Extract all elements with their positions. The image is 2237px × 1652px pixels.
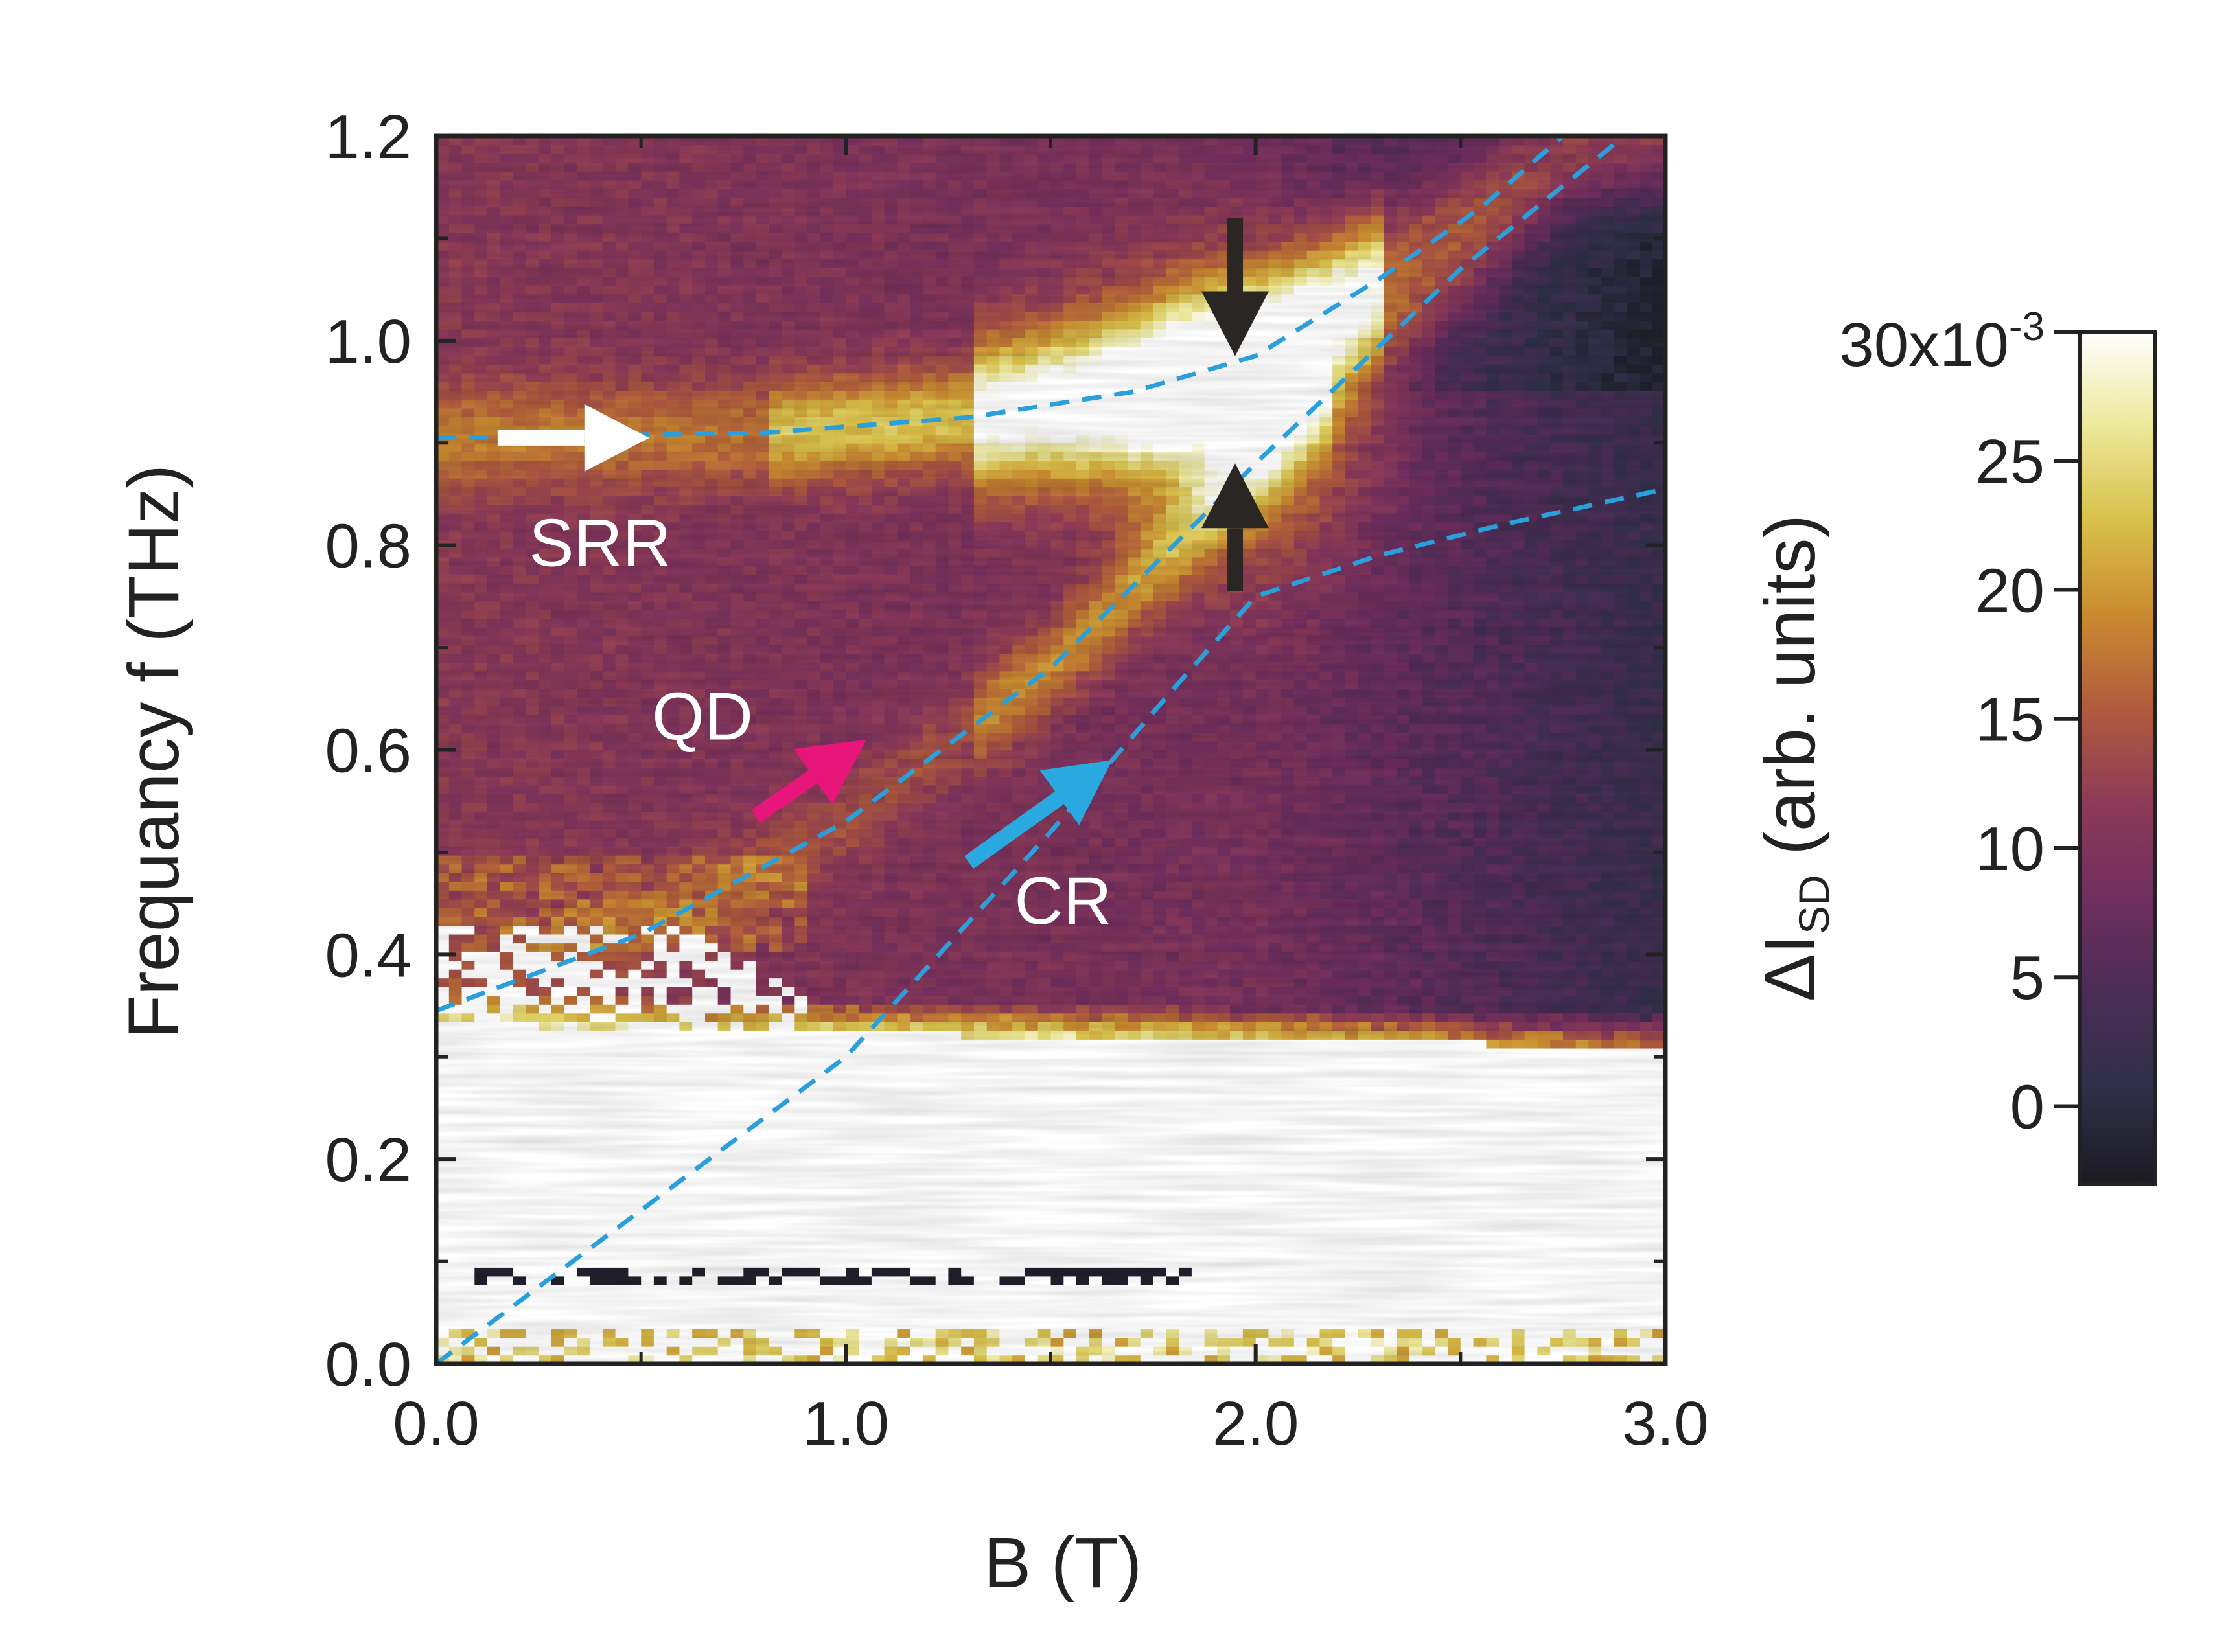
figure: SRRQDCR 0.0 1.0 2.0 3.0 0.00.20.40.60.81.01… — [114, 102, 2157, 1603]
